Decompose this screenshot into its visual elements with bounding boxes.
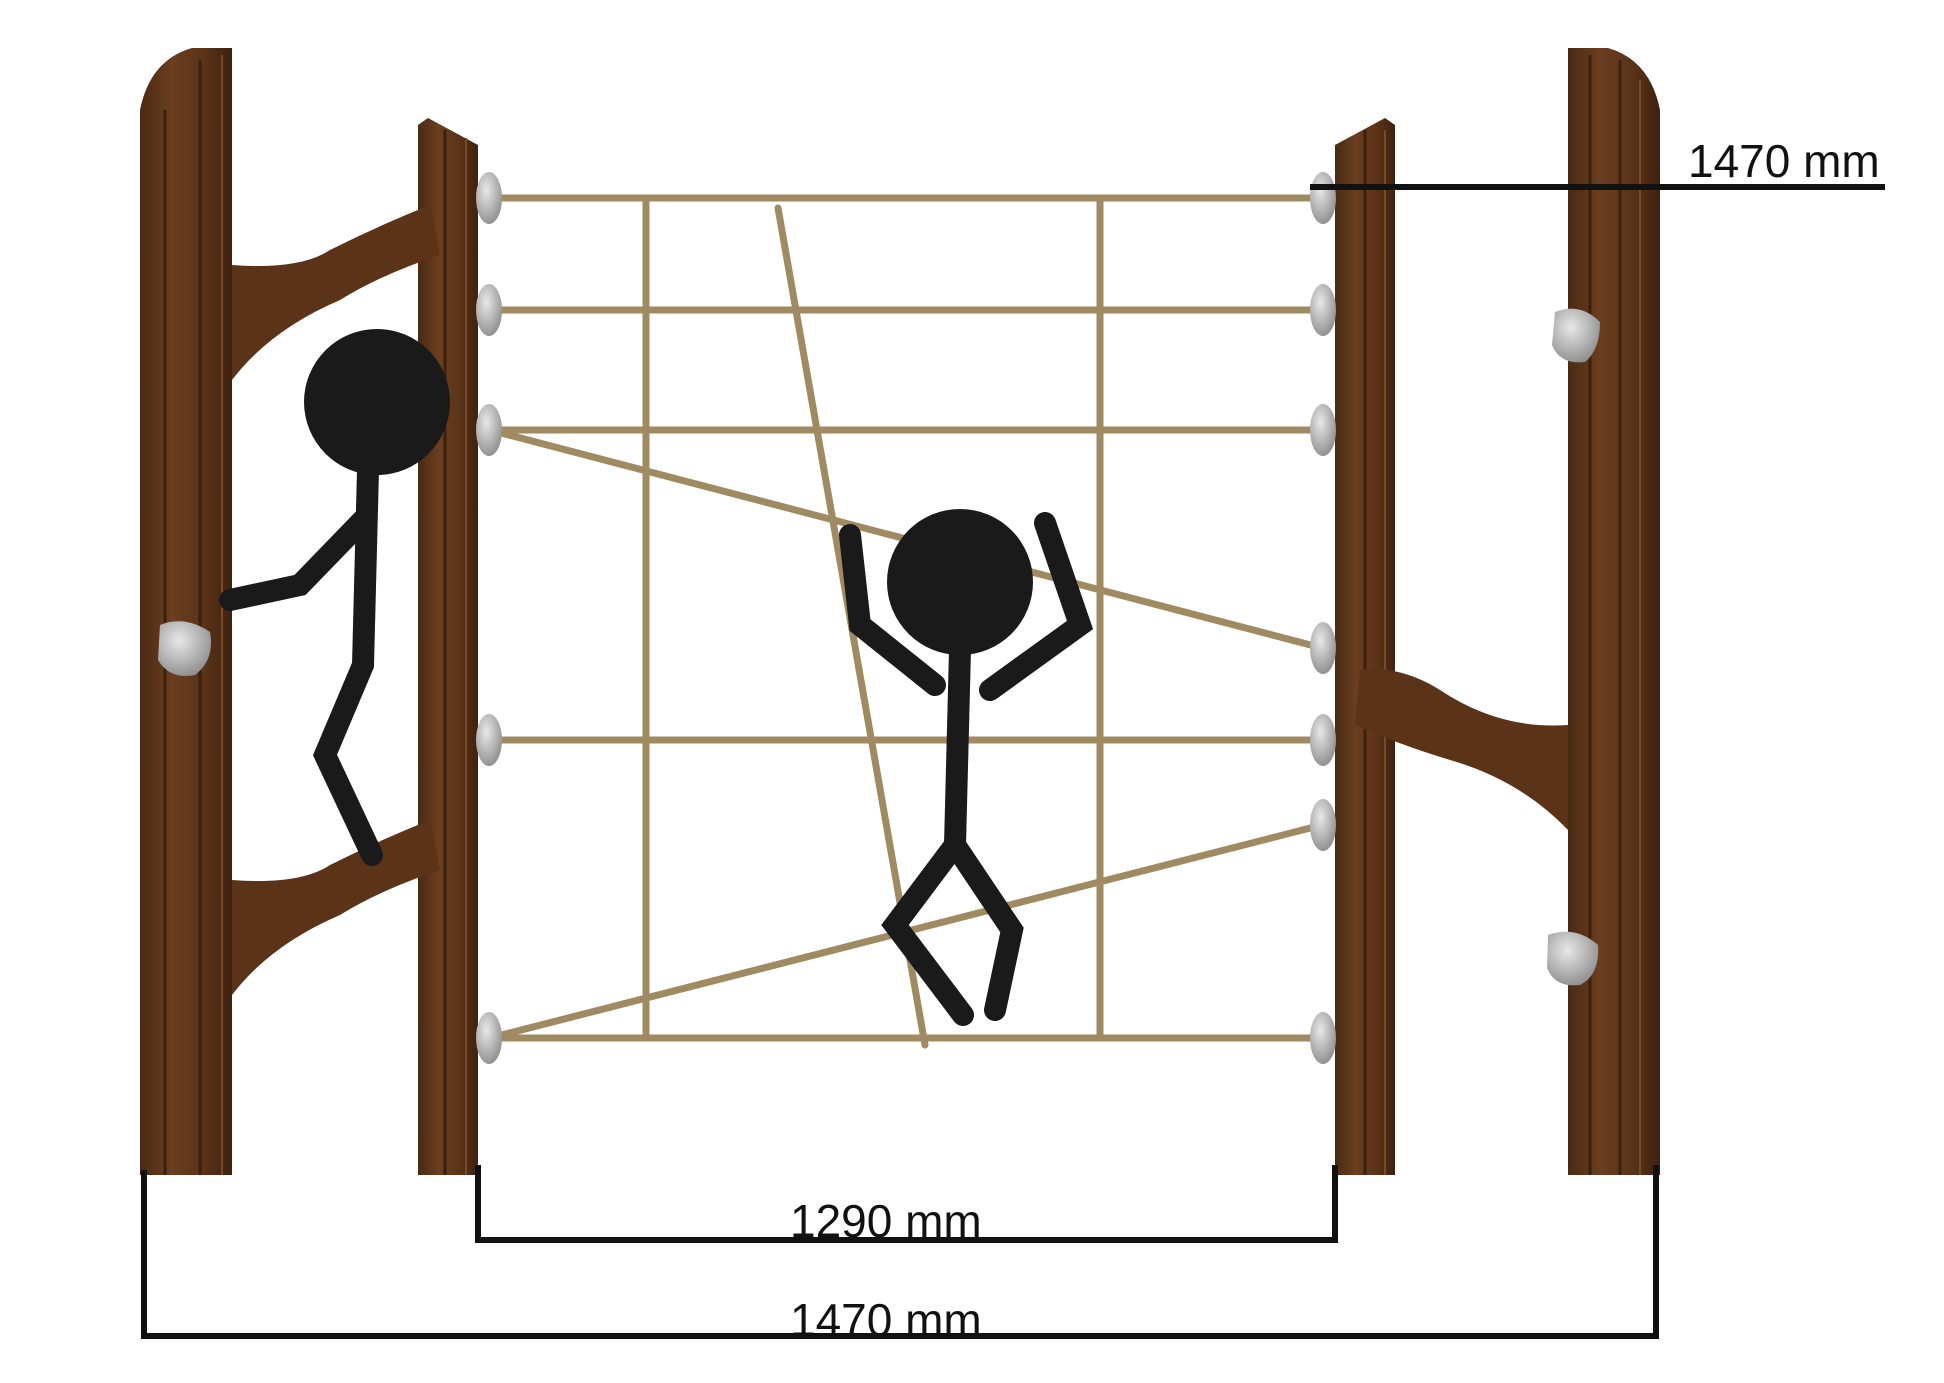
inner-width-dimension-label: 1290 mm — [790, 1195, 982, 1247]
stick-figure-icon — [219, 329, 450, 866]
outer-width-dimension-line — [141, 1165, 1659, 1339]
stick-figure-icon — [839, 509, 1094, 1026]
left-branches — [232, 205, 440, 995]
right-inner-post — [1335, 118, 1395, 1175]
right-branch — [1355, 669, 1568, 830]
inner-width-dimension-line — [475, 1165, 1338, 1243]
dimension-lines — [141, 184, 1885, 1339]
height-dimension-label: 1470 mm — [1688, 135, 1880, 187]
left-outer-post — [140, 48, 232, 1175]
outer-width-dimension-label: 1470 mm — [790, 1294, 982, 1346]
left-inner-post — [418, 118, 478, 1175]
rope-net — [486, 194, 1326, 1049]
climbing-hold-icon — [158, 308, 1600, 986]
rope-anchors — [476, 172, 1336, 1064]
right-outer-post — [1568, 48, 1660, 1175]
